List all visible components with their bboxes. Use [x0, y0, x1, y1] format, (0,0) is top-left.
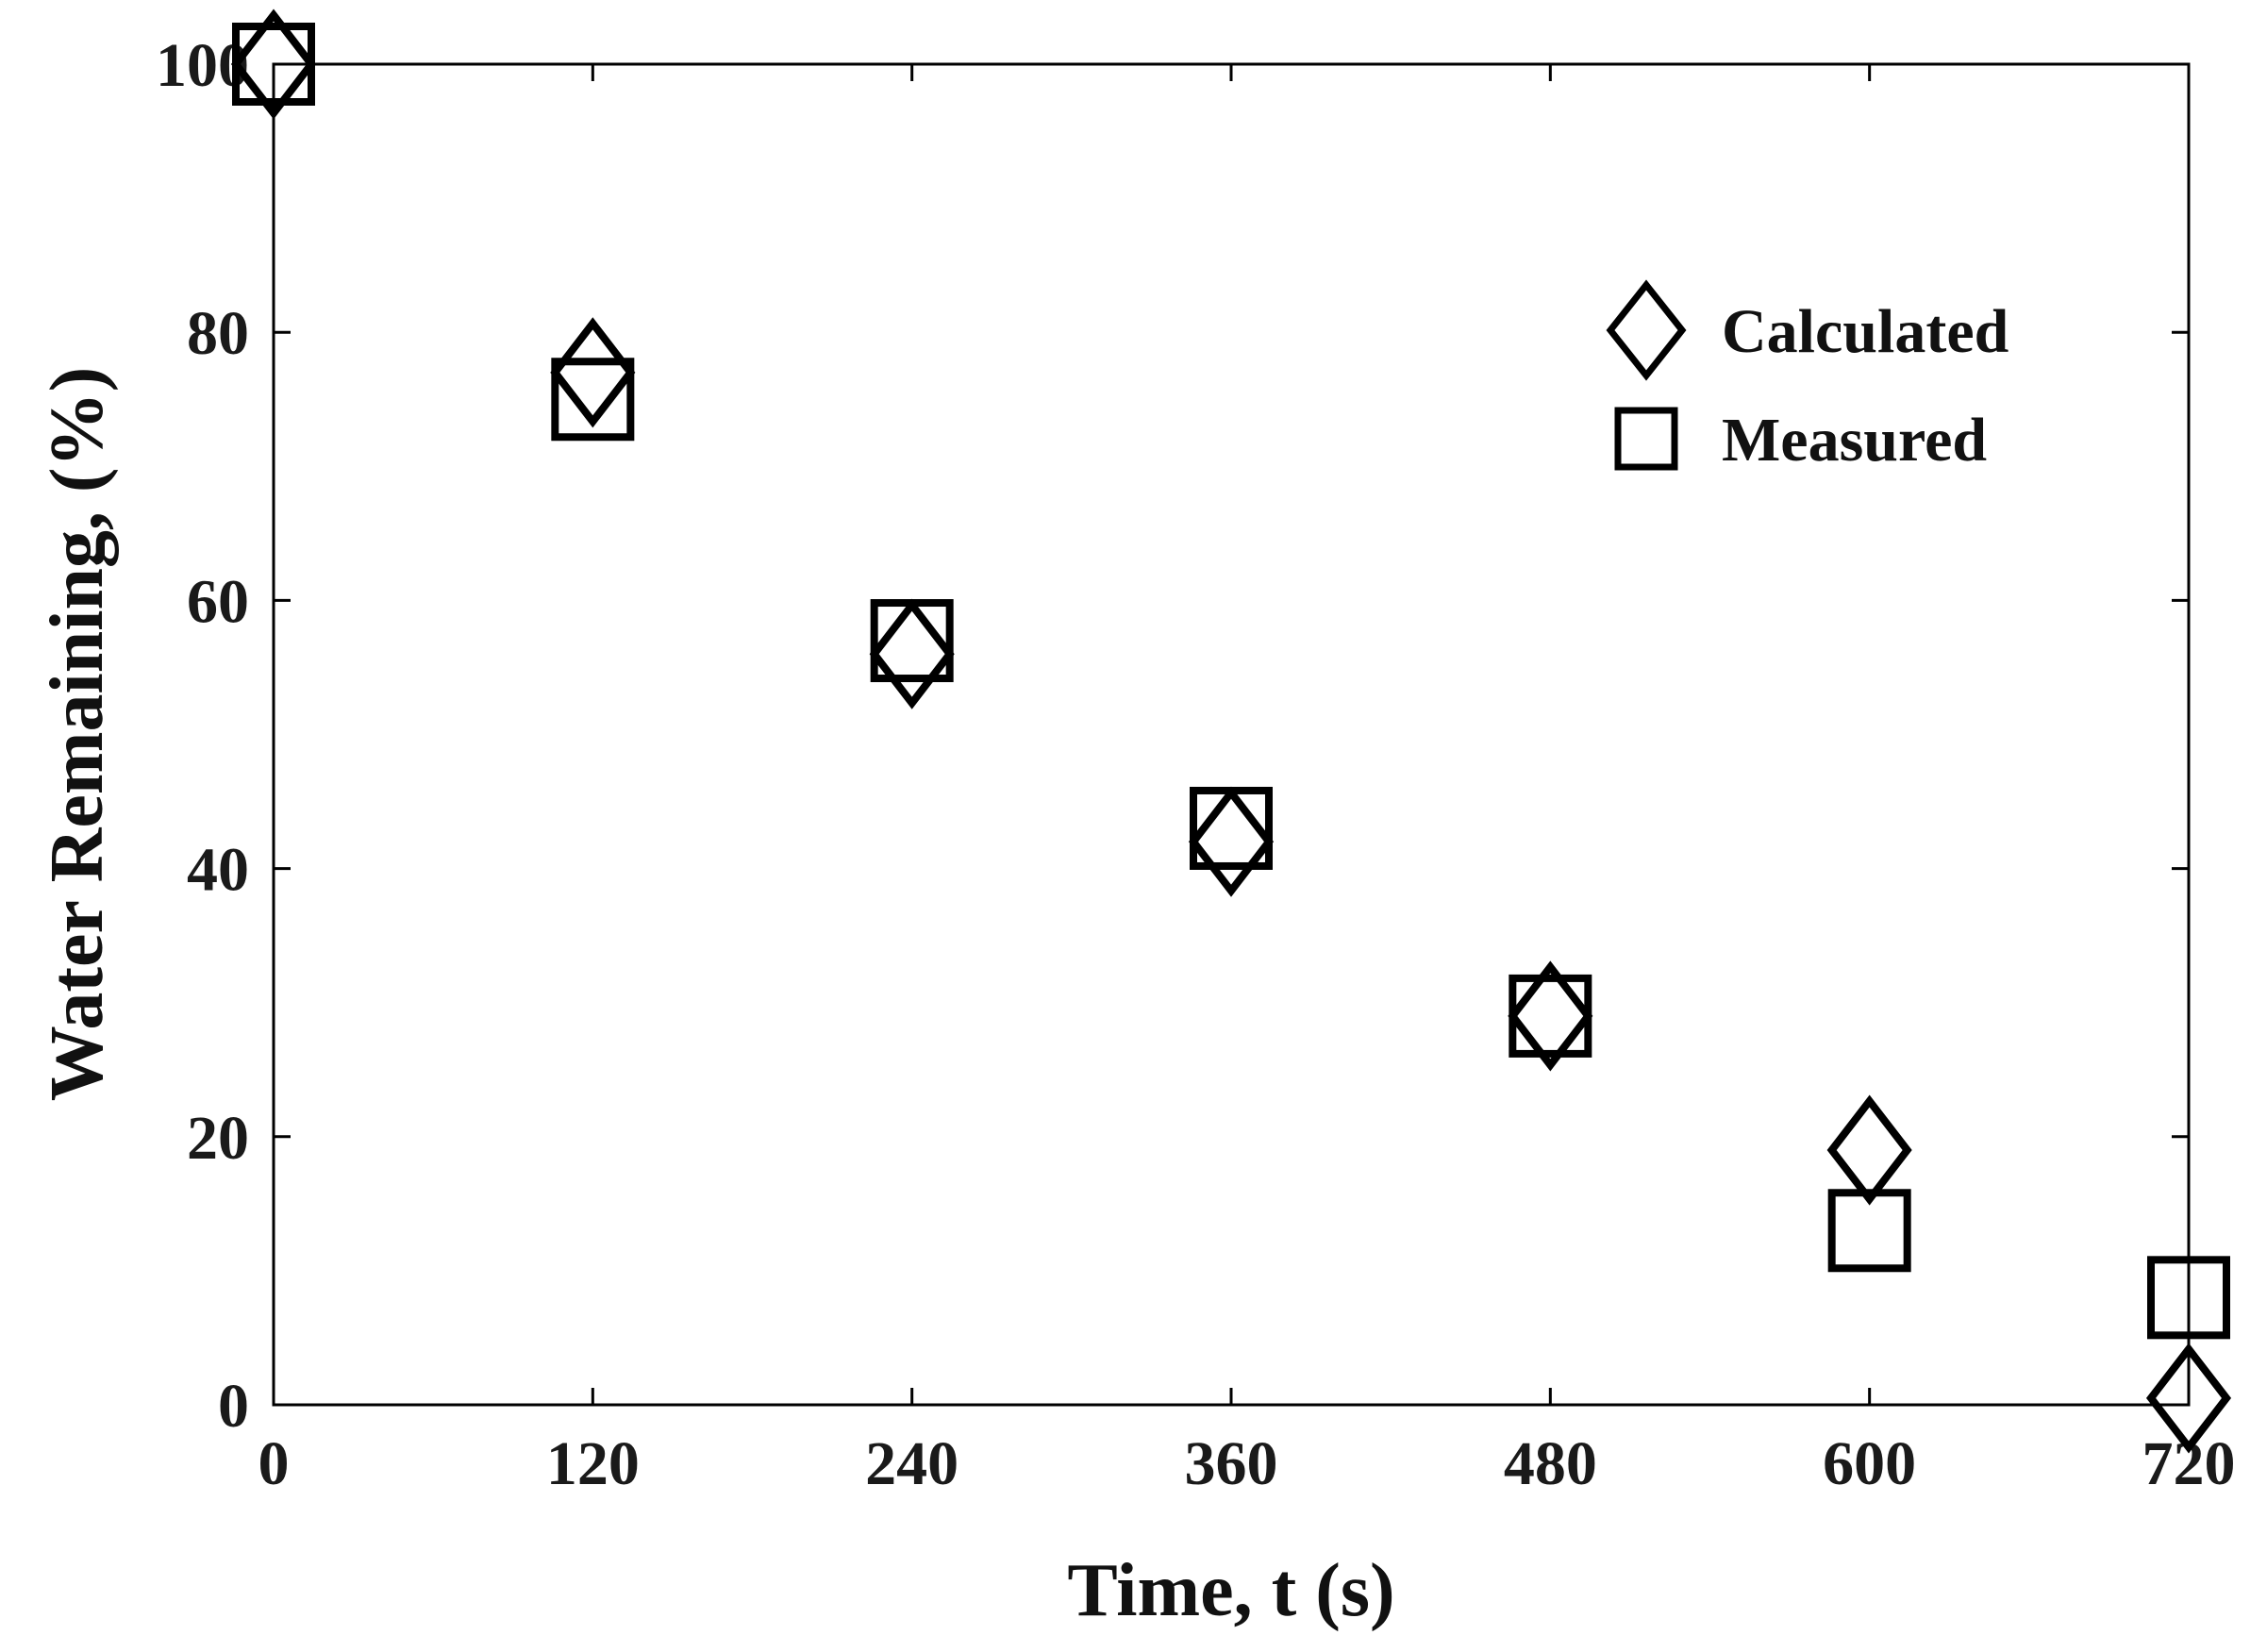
data-markers — [230, 8, 2232, 1454]
calculated-data-point — [1826, 1094, 1912, 1206]
y-tick-label: 80 — [187, 299, 249, 368]
x-tick-label: 0 — [258, 1429, 290, 1498]
calculated-data-point — [1188, 786, 1275, 897]
y-axis-title: Water Remaining, (%) — [36, 367, 119, 1101]
calculated-data-point — [230, 8, 317, 120]
measured-data-point — [870, 599, 954, 683]
x-axis-ticks: 0 120 240 360 480 600 720 — [258, 64, 2236, 1498]
x-tick-label: 240 — [865, 1429, 958, 1498]
legend: Calculated Measured — [1606, 279, 2009, 475]
x-tick-label: 480 — [1504, 1429, 1597, 1498]
legend-label: Measured — [1722, 406, 1987, 475]
y-tick-label: 20 — [187, 1104, 249, 1173]
y-tick-label: 40 — [187, 836, 249, 905]
calculated-data-point — [2145, 1343, 2232, 1454]
x-axis-title: Time, t (s) — [1067, 1549, 1394, 1632]
legend-diamond-icon — [1606, 279, 1687, 381]
x-tick-label: 600 — [1823, 1429, 1916, 1498]
calculated-data-point — [1508, 960, 1593, 1072]
measured-data-point — [2147, 1256, 2230, 1340]
y-tick-label: 60 — [187, 567, 249, 636]
measured-data-point — [551, 358, 635, 442]
legend-label: Calculated — [1722, 297, 2009, 366]
measured-data-point — [1190, 786, 1273, 870]
plot-area-frame — [272, 62, 2191, 1407]
measured-data-point — [232, 23, 315, 106]
calculated-data-point — [550, 317, 636, 428]
x-tick-label: 360 — [1185, 1429, 1278, 1498]
measured-data-point — [1827, 1189, 1911, 1273]
legend-square-icon — [1614, 407, 1678, 471]
x-tick-label: 720 — [2142, 1429, 2236, 1498]
measured-data-point — [1509, 974, 1592, 1058]
x-tick-label: 120 — [546, 1429, 640, 1498]
calculated-data-point — [869, 598, 955, 709]
y-tick-label: 0 — [218, 1372, 249, 1441]
